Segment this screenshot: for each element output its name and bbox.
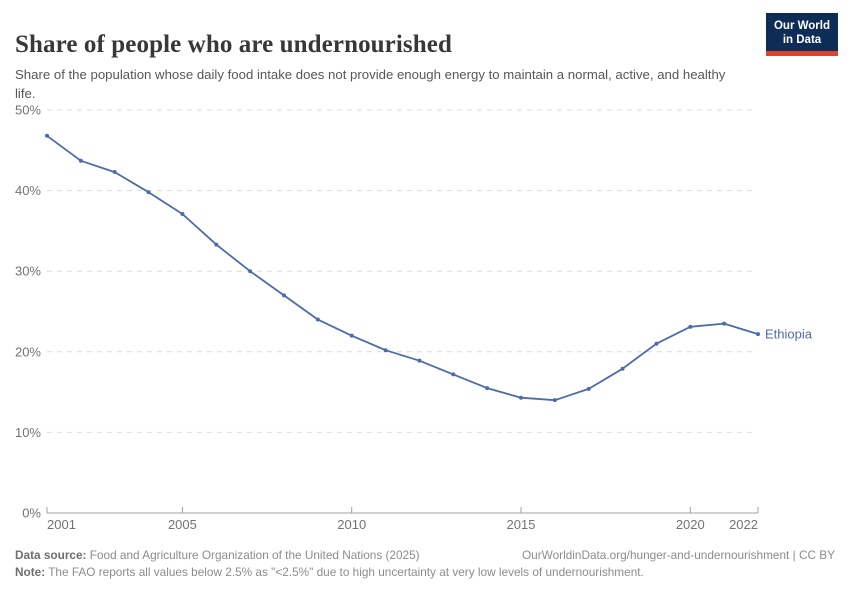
data-source-line: Data source: Food and Agriculture Organi… — [15, 547, 420, 564]
data-point-2012[interactable] — [417, 358, 422, 363]
data-point-2007[interactable] — [248, 269, 253, 274]
data-point-2021[interactable] — [722, 321, 727, 326]
data-point-2005[interactable] — [180, 211, 185, 216]
data-point-2003[interactable] — [112, 170, 117, 175]
data-point-2004[interactable] — [146, 190, 151, 195]
x-tick-label-2010: 2010 — [337, 517, 366, 532]
series-end-label-ethiopia[interactable]: Ethiopia — [765, 327, 813, 342]
gridlines — [47, 109, 757, 433]
owid-url-link[interactable]: OurWorldinData.org/hunger-and-undernouri… — [522, 548, 835, 562]
data-point-2017[interactable] — [586, 386, 591, 391]
owid-logo-line1: Our World — [773, 20, 830, 32]
data-point-2019[interactable] — [654, 341, 659, 346]
footer-row-source: Data source: Food and Agriculture Organi… — [15, 547, 835, 564]
y-axis-labels: 0% 10% 20% 30% 40% 50% — [15, 103, 41, 521]
y-tick-label-0: 0% — [22, 506, 41, 521]
y-tick-label-30: 30% — [15, 264, 41, 279]
x-tick-label-2020: 2020 — [676, 517, 705, 532]
x-tick-label-2001: 2001 — [47, 517, 76, 532]
x-axis-labels: 2001 2005 2010 2015 2020 2022 — [47, 517, 758, 532]
data-point-2002[interactable] — [78, 158, 83, 163]
data-point-2015[interactable] — [519, 395, 523, 400]
note-label: Note: — [15, 565, 46, 580]
y-tick-label-10: 10% — [15, 425, 41, 440]
y-tick-label-50: 50% — [15, 103, 41, 118]
page-title: Share of people who are undernourished — [15, 30, 452, 58]
data-point-2011[interactable] — [383, 348, 388, 353]
data-point-2020[interactable] — [688, 324, 693, 329]
x-axis — [46, 507, 759, 514]
data-point-2016[interactable] — [552, 398, 557, 403]
chart-footer: Data source: Food and Agriculture Organi… — [15, 547, 835, 581]
data-point-2014[interactable] — [485, 386, 490, 391]
series-line-ethiopia[interactable] — [46, 134, 759, 402]
data-point-2009[interactable] — [315, 317, 320, 322]
x-tick-label-2005: 2005 — [168, 517, 197, 532]
data-point-2008[interactable] — [282, 293, 286, 298]
y-tick-label-20: 20% — [15, 344, 41, 359]
owid-logo[interactable]: Our World in Data — [766, 13, 838, 57]
data-series: Ethiopia — [45, 133, 813, 403]
x-tick-label-2022: 2022 — [729, 517, 758, 532]
x-tick-label-2015: 2015 — [507, 517, 536, 532]
data-source-label: Data source: — [15, 548, 87, 562]
data-point-2001[interactable] — [45, 133, 49, 138]
footer-note-line: Note: The FAO reports all values below 2… — [15, 564, 835, 581]
data-point-2018[interactable] — [620, 366, 625, 371]
data-point-2013[interactable] — [451, 372, 456, 377]
chart-subtitle: Share of the population whose daily food… — [15, 67, 726, 101]
owid-logo-line2: in Data — [782, 34, 822, 47]
note-text: The FAO reports all values below 2.5% as… — [45, 565, 644, 580]
y-tick-label-40: 40% — [15, 183, 41, 198]
data-source-text: Food and Agriculture Organization of the… — [86, 548, 420, 562]
data-point-2010[interactable] — [349, 333, 354, 338]
data-point-2006[interactable] — [214, 242, 219, 247]
data-point-2022[interactable] — [756, 332, 760, 337]
